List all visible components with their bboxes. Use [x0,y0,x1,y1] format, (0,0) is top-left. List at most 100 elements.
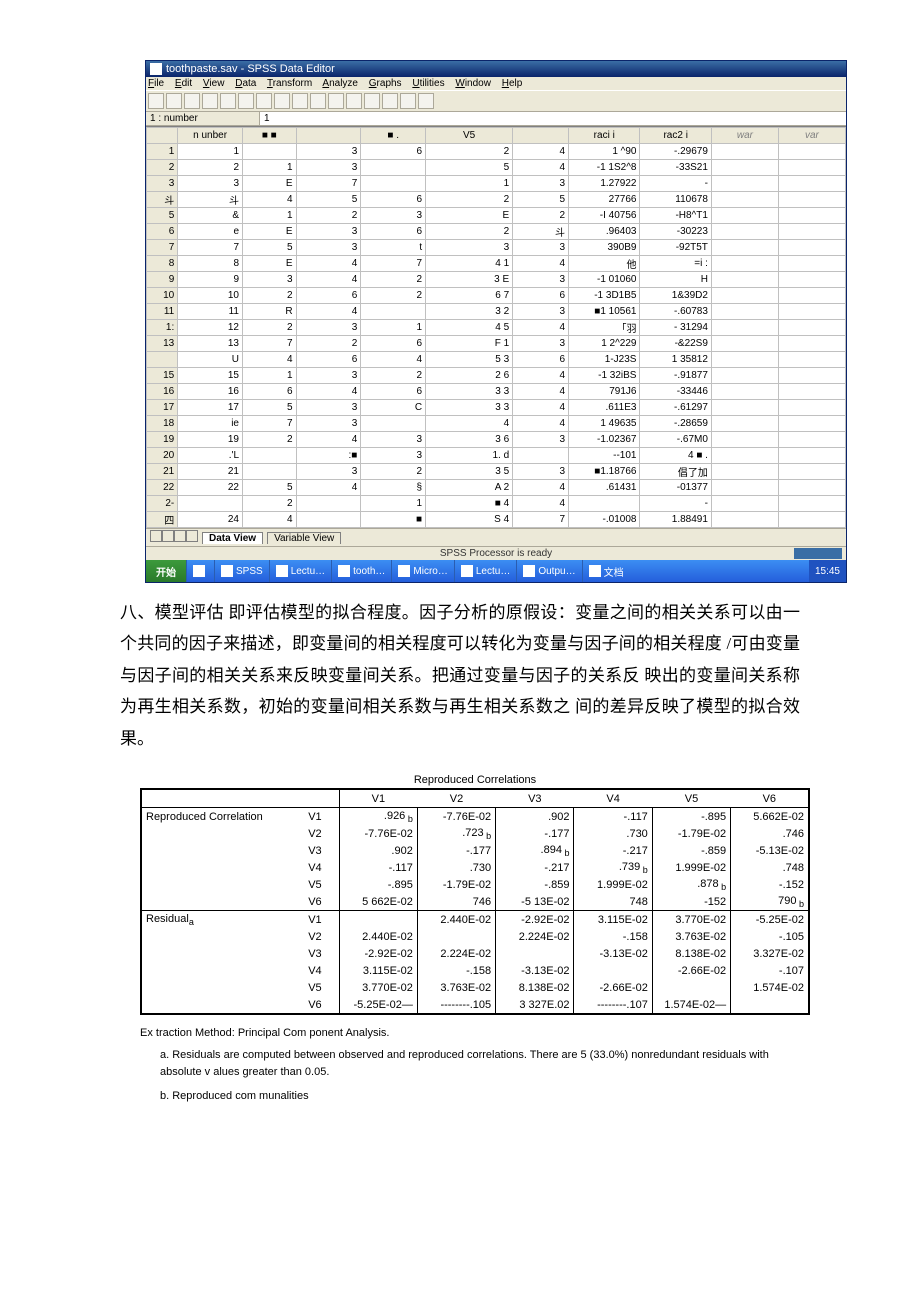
grid-cell[interactable] [778,480,845,496]
row-header[interactable]: 3 [147,176,178,192]
row-header[interactable]: 21 [147,464,178,480]
grid-cell[interactable]: 13 [178,336,243,352]
grid-cell[interactable] [778,144,845,160]
grid-cell[interactable]: 7 [178,240,243,256]
menu-utilities[interactable]: Utilities [412,78,444,89]
grid-cell[interactable]: 3 [296,240,361,256]
grid-cell[interactable] [243,144,297,160]
menu-edit[interactable]: Edit [175,78,192,89]
grid-cell[interactable]: 3 3 [426,400,513,416]
grid-cell[interactable]: 3 [296,320,361,336]
grid-cell[interactable]: 4 [243,192,297,208]
menu-view[interactable]: View [203,78,225,89]
grid-cell[interactable]: - [640,176,711,192]
grid-cell[interactable]: ■1.18766 [569,464,640,480]
grid-cell[interactable] [711,224,778,240]
grid-cell[interactable]: 1 [243,368,297,384]
row-header[interactable]: 2 [147,160,178,176]
grid-cell[interactable]: 7 [361,256,426,272]
grid-cell[interactable]: A 2 [426,480,513,496]
grid-cell[interactable] [711,480,778,496]
grid-cell[interactable]: 17 [178,400,243,416]
row-header[interactable]: 四 [147,512,178,528]
grid-col-header[interactable]: raci i [569,128,640,144]
grid-cell[interactable]: 4 [296,384,361,400]
grid-cell[interactable] [711,208,778,224]
grid-cell[interactable]: 1 [361,496,426,512]
start-button[interactable]: 开始 [146,560,186,582]
table-row[interactable]: 7753t33390B9-92T5T [147,240,846,256]
grid-cell[interactable]: & [178,208,243,224]
grid-cell[interactable]: .61431 [569,480,640,496]
grid-cell[interactable]: 3 [296,144,361,160]
grid-cell[interactable]: 4 [296,304,361,320]
grid-cell[interactable]: 4 [513,256,569,272]
grid-cell[interactable]: 390B9 [569,240,640,256]
grid-cell[interactable]: 斗 [513,224,569,240]
grid-cell[interactable]: 「羽 [569,320,640,336]
table-row[interactable]: 221354-1 1S2^8-33S21 [147,160,846,176]
grid-cell[interactable]: 3 [513,336,569,352]
tab-variable-view[interactable]: Variable View [267,532,341,544]
grid-cell[interactable]: 4 [243,512,297,528]
grid-cell[interactable]: :■ [296,448,361,464]
grid-cell[interactable]: =i : [640,256,711,272]
grid-cell[interactable]: 1-J23S [569,352,640,368]
grid-cell[interactable]: 16 [178,384,243,400]
grid-cell[interactable]: 4 [513,496,569,512]
menu-analyze[interactable]: Analyze [322,78,358,89]
grid-cell[interactable]: 6 [513,352,569,368]
grid-cell[interactable]: -&22S9 [640,336,711,352]
grid-cell[interactable]: ■ 4 [426,496,513,512]
grid-cell[interactable] [778,160,845,176]
grid-cell[interactable]: .96403 [569,224,640,240]
grid-cell[interactable] [778,384,845,400]
taskbar-item[interactable]: Outpu… [516,560,581,582]
grid-cell[interactable]: 10 [178,288,243,304]
grid-cell[interactable]: 4 5 [426,320,513,336]
table-row[interactable]: 2121323 53■1.18766倡了加 [147,464,846,480]
grid-cell[interactable]: 24 [178,512,243,528]
grid-cell[interactable]: 3 [513,240,569,256]
grid-cell[interactable]: 4 [426,416,513,432]
grid-cell[interactable] [778,304,845,320]
grid-col-header[interactable]: ■ . [361,128,426,144]
grid-cell[interactable]: -1 32iBS [569,368,640,384]
grid-cell[interactable]: 2 [243,432,297,448]
taskbar-item[interactable]: 文档 [582,560,630,582]
grid-cell[interactable]: 1 [361,320,426,336]
grid-cell[interactable]: 6 [296,352,361,368]
grid-cell[interactable]: 2 [243,320,297,336]
grid-cell[interactable]: -.61297 [640,400,711,416]
grid-cell[interactable]: 3 [513,272,569,288]
grid-cell[interactable]: -.29679 [640,144,711,160]
grid-col-header[interactable]: n unber [178,128,243,144]
table-row[interactable]: 222254§A 24.61431-01377 [147,480,846,496]
table-row[interactable]: 88E474 14他=i : [147,256,846,272]
grid-cell[interactable] [778,400,845,416]
menu-bar[interactable]: File Edit View Data Transform Analyze Gr… [146,77,846,90]
grid-cell[interactable] [361,416,426,432]
grid-cell[interactable]: 4 [243,352,297,368]
grid-cell[interactable]: 2 [361,288,426,304]
grid-cell[interactable]: 3 [513,176,569,192]
grid-cell[interactable]: -.28659 [640,416,711,432]
grid-cell[interactable]: 2 [296,208,361,224]
arrow-last-icon[interactable] [186,530,198,542]
grid-cell[interactable] [711,496,778,512]
grid-cell[interactable]: 4 [513,416,569,432]
grid-cell[interactable]: C [361,400,426,416]
grid-col-header[interactable]: V5 [426,128,513,144]
grid-cell[interactable] [711,512,778,528]
grid-cell[interactable]: --101 [569,448,640,464]
grid-cell[interactable]: -H8^T1 [640,208,711,224]
row-header[interactable]: 1: [147,320,178,336]
row-header[interactable]: 11 [147,304,178,320]
grid-cell[interactable] [711,400,778,416]
tb-redo-icon[interactable] [238,93,254,109]
grid-cell[interactable]: -.60783 [640,304,711,320]
grid-cell[interactable]: 4 [513,160,569,176]
menu-data[interactable]: Data [235,78,256,89]
grid-cell[interactable] [778,240,845,256]
grid-cell[interactable]: 1.88491 [640,512,711,528]
